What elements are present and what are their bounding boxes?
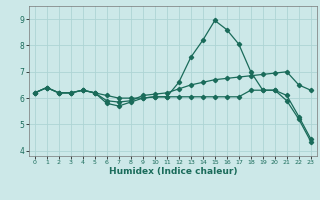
X-axis label: Humidex (Indice chaleur): Humidex (Indice chaleur) (108, 167, 237, 176)
